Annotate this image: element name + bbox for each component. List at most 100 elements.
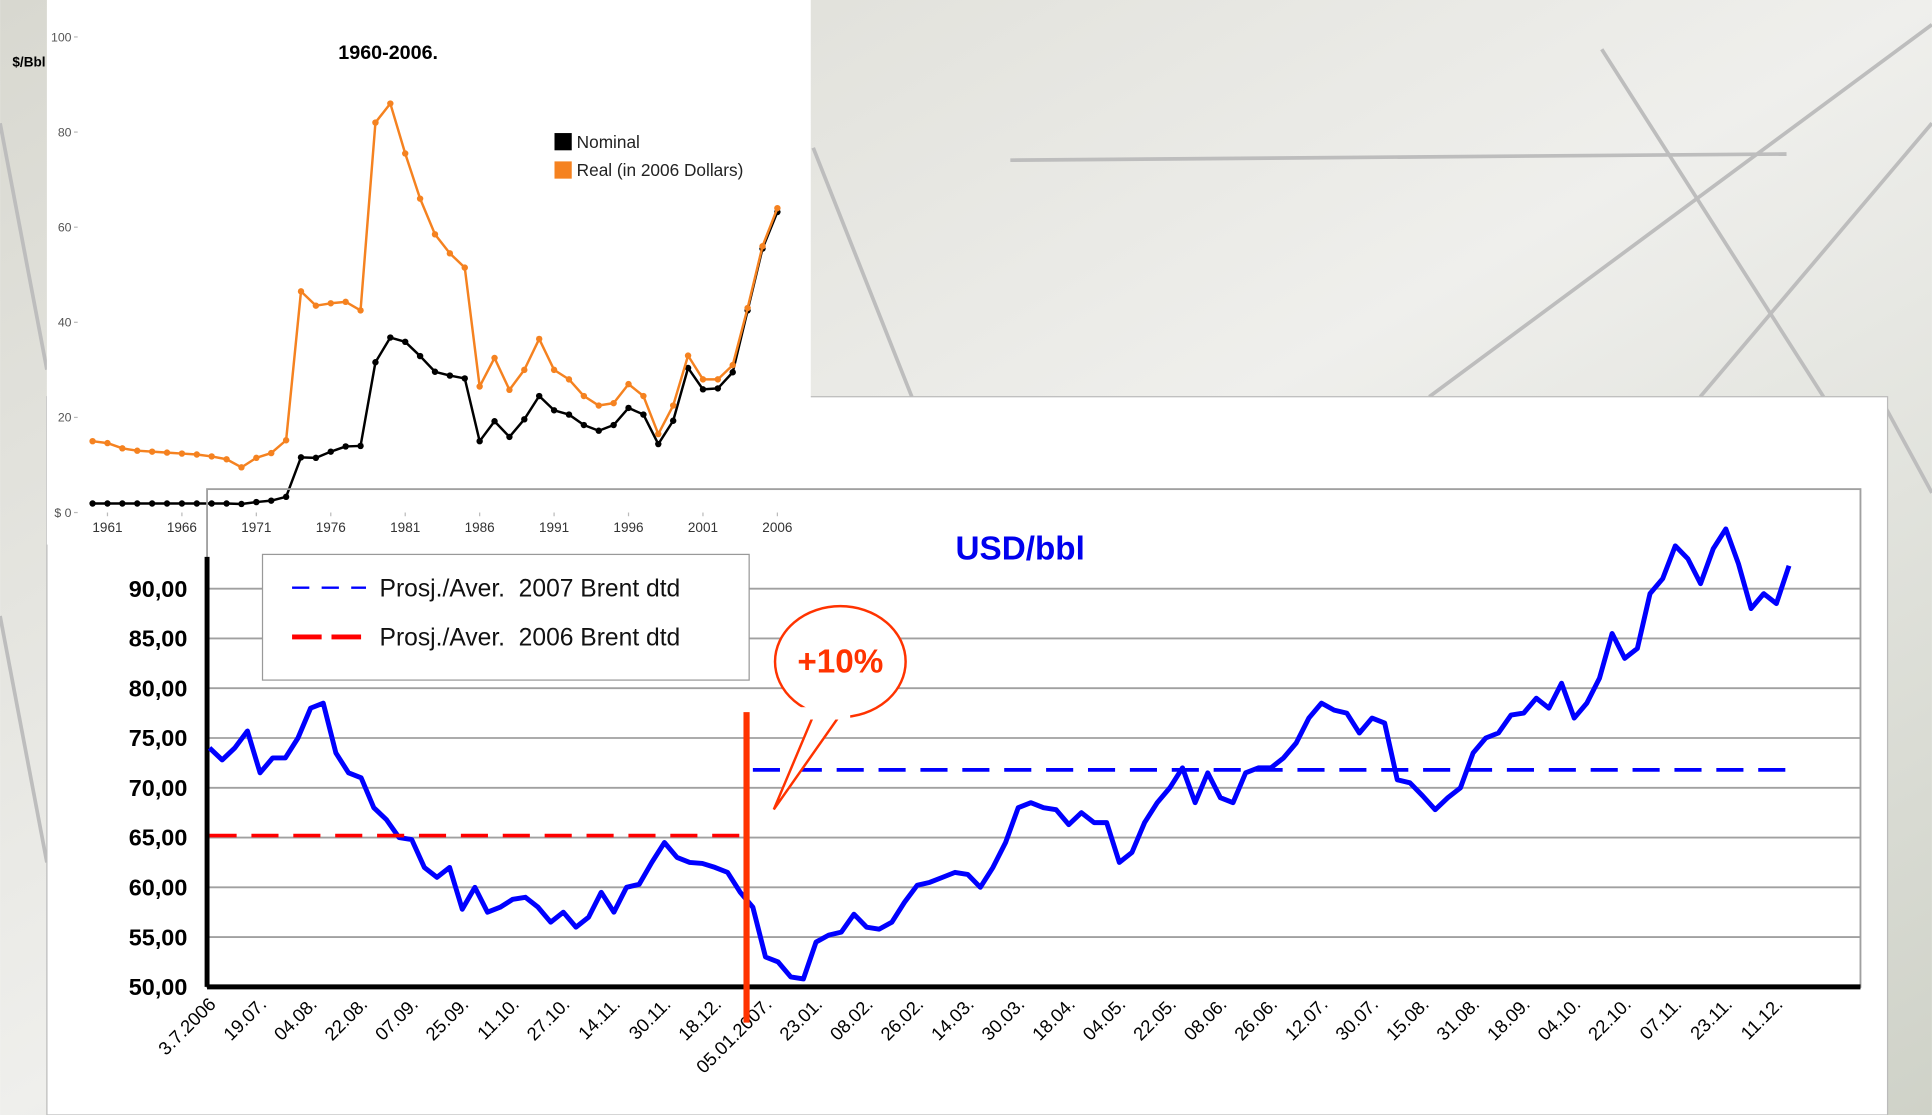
point	[565, 376, 573, 383]
point	[268, 449, 275, 457]
inset-chart: 1960-2006. $/Bbl $ 0 20 40 60 80 100 1961 1966 1…	[12, 30, 792, 535]
legend-label: Real (in 2006 Dollars)	[577, 160, 744, 180]
point	[774, 204, 781, 212]
y-tick-label: 60	[58, 221, 72, 235]
point	[535, 335, 543, 343]
point	[625, 404, 632, 412]
y-tick-label: 20	[58, 411, 72, 425]
point	[669, 402, 677, 409]
point	[223, 500, 230, 507]
x-tick-label: 2006	[762, 520, 792, 535]
point	[565, 411, 573, 418]
point	[640, 411, 647, 418]
point	[446, 372, 454, 379]
point	[491, 354, 498, 362]
point	[684, 352, 692, 359]
point	[104, 500, 111, 507]
point	[89, 437, 96, 445]
point	[506, 433, 513, 441]
point	[461, 375, 468, 382]
point	[535, 392, 543, 400]
point	[521, 366, 528, 374]
point	[312, 302, 320, 309]
point	[208, 453, 215, 460]
point	[759, 243, 766, 250]
callout-joint	[800, 707, 851, 720]
point	[268, 497, 275, 504]
point	[729, 361, 736, 369]
point	[104, 439, 111, 447]
point	[714, 376, 722, 383]
point	[89, 500, 96, 507]
y-tick-label: 70,00	[129, 775, 188, 801]
point	[312, 454, 320, 462]
point	[297, 288, 305, 295]
point	[580, 421, 588, 429]
point	[372, 359, 379, 366]
point	[684, 364, 692, 372]
point	[416, 195, 424, 202]
y-tick-label: 40	[58, 316, 72, 330]
point	[431, 231, 439, 238]
point	[223, 456, 230, 463]
point	[342, 298, 349, 306]
point	[744, 304, 751, 312]
x-tick-label: 1996	[613, 520, 643, 535]
point	[491, 418, 498, 425]
point	[729, 369, 736, 376]
point	[402, 150, 409, 157]
point	[134, 447, 141, 454]
point	[550, 407, 558, 414]
legend-label: Nominal	[577, 132, 640, 152]
inset-title: 1960-2006.	[338, 42, 438, 64]
point	[521, 416, 528, 423]
point	[550, 366, 558, 374]
point	[446, 250, 454, 257]
y-tick-label: 90,00	[129, 576, 188, 602]
x-tick-label: 2001	[688, 520, 718, 535]
y-tick-label: 55,00	[129, 924, 188, 950]
point	[119, 500, 126, 507]
x-tick-label: 1991	[539, 520, 569, 535]
point	[699, 376, 707, 383]
point	[669, 417, 677, 424]
series-line	[207, 526, 1792, 982]
point	[625, 380, 632, 388]
point	[699, 386, 707, 393]
y-tick-label: 100	[51, 30, 72, 44]
inset-y-label: $/Bbl	[12, 55, 45, 70]
point	[193, 500, 200, 507]
annotation: +10%	[797, 644, 883, 681]
point	[253, 454, 260, 462]
legend-swatch	[554, 133, 572, 151]
x-tick-label: 1976	[316, 520, 346, 535]
point	[208, 500, 215, 507]
callout: +10%	[772, 604, 907, 811]
point	[476, 437, 483, 445]
y-tick-label: 50,00	[129, 974, 188, 1000]
y-tick-label: 60,00	[129, 875, 188, 901]
point	[714, 385, 722, 392]
y-tick-label: 75,00	[129, 725, 188, 751]
inset-panel	[46, 0, 811, 545]
y-tick-label: 80	[58, 125, 72, 139]
y-tick-label: $ 0	[54, 506, 71, 520]
point	[461, 264, 468, 271]
point	[238, 500, 245, 508]
point	[357, 442, 364, 450]
x-tick-label: 1971	[241, 520, 271, 535]
point	[297, 454, 305, 461]
point	[387, 334, 394, 341]
point	[372, 119, 379, 126]
point	[253, 498, 260, 506]
point	[163, 500, 171, 507]
point	[655, 430, 662, 438]
point	[610, 399, 617, 407]
point	[342, 443, 349, 450]
point	[595, 427, 602, 434]
y-tick-label: 80,00	[129, 675, 188, 701]
legend-label: Prosj./Aver. 2007 Brent dtd	[380, 575, 681, 602]
legend-swatch	[554, 161, 572, 179]
point	[148, 448, 156, 455]
